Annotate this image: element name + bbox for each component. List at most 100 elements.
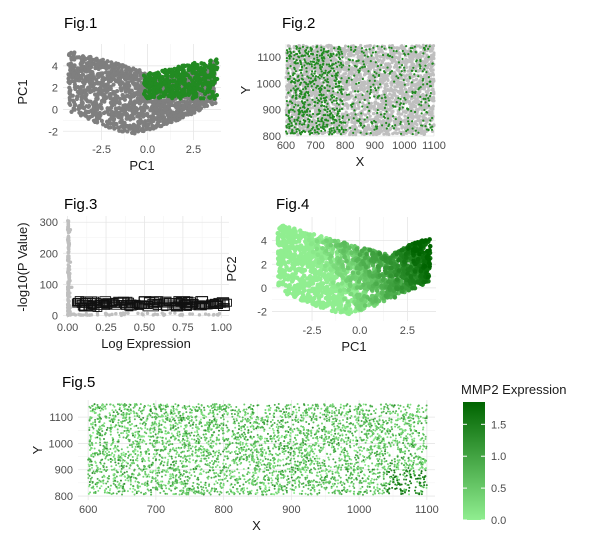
data-point xyxy=(424,79,428,83)
data-point xyxy=(128,115,134,120)
data-point xyxy=(320,70,323,73)
data-point xyxy=(345,60,349,65)
data-point xyxy=(413,110,417,114)
data-point xyxy=(100,77,105,82)
data-point xyxy=(356,56,361,60)
data-point xyxy=(413,121,417,126)
data-point xyxy=(326,78,329,81)
data-point xyxy=(373,76,376,79)
data-point xyxy=(332,126,335,130)
data-point xyxy=(99,106,104,111)
data-point xyxy=(422,87,426,91)
data-point xyxy=(427,104,431,107)
data-point xyxy=(98,61,104,66)
data-point xyxy=(356,112,361,117)
data-point xyxy=(313,57,316,60)
data-point xyxy=(366,116,369,119)
data-point xyxy=(400,126,404,130)
data-point xyxy=(359,67,362,70)
data-point xyxy=(367,102,371,105)
data-point xyxy=(326,102,329,105)
data-point xyxy=(341,92,344,96)
data-point xyxy=(410,84,415,88)
data-point xyxy=(308,120,311,123)
data-point xyxy=(361,126,364,129)
data-point xyxy=(286,67,289,70)
data-point xyxy=(346,83,350,87)
data-point xyxy=(117,82,123,87)
data-point xyxy=(153,106,158,111)
data-point xyxy=(389,118,393,122)
data-point xyxy=(345,120,350,124)
data-point xyxy=(296,64,301,68)
data-point xyxy=(288,93,292,98)
data-point xyxy=(208,59,213,64)
data-point xyxy=(202,76,207,81)
data-point xyxy=(204,103,210,108)
data-point xyxy=(130,108,136,113)
data-point xyxy=(405,129,408,133)
data-point xyxy=(369,101,373,105)
data-point xyxy=(202,63,207,69)
data-point xyxy=(382,58,386,62)
data-point xyxy=(344,56,348,60)
data-point xyxy=(309,82,312,85)
data-point xyxy=(316,101,319,105)
data-point xyxy=(67,73,72,78)
data-point xyxy=(324,56,329,60)
data-point xyxy=(362,60,365,63)
data-point xyxy=(315,103,320,107)
data-point xyxy=(181,76,186,81)
data-point xyxy=(413,53,418,57)
data-point xyxy=(299,61,302,64)
data-point xyxy=(350,78,353,81)
data-point xyxy=(423,108,426,112)
data-point xyxy=(141,123,147,128)
data-point xyxy=(78,61,84,66)
data-point xyxy=(156,85,161,90)
data-point xyxy=(393,80,396,83)
data-point xyxy=(300,126,304,130)
data-point xyxy=(132,92,137,97)
data-point xyxy=(398,117,402,121)
data-point xyxy=(91,88,96,93)
y-tick-label: 0 xyxy=(52,104,58,116)
data-point xyxy=(120,74,125,79)
data-point xyxy=(357,93,361,97)
figure-title: Fig.1 xyxy=(64,15,97,32)
data-point xyxy=(347,115,351,119)
y-axis-title: Y xyxy=(238,85,253,94)
data-point xyxy=(405,131,409,135)
data-point xyxy=(289,50,292,53)
data-point xyxy=(98,71,104,76)
data-point xyxy=(376,102,380,106)
data-point xyxy=(301,88,305,91)
data-point xyxy=(315,97,318,100)
data-point xyxy=(368,96,372,99)
data-point xyxy=(187,86,192,91)
data-point xyxy=(164,73,169,78)
data-point xyxy=(345,93,349,96)
data-point xyxy=(383,112,386,116)
data-point xyxy=(67,97,73,102)
data-point xyxy=(337,68,341,72)
data-point xyxy=(318,54,322,57)
data-point xyxy=(327,54,330,57)
data-point xyxy=(384,84,388,88)
data-point xyxy=(374,87,377,90)
data-point xyxy=(340,66,343,69)
data-point xyxy=(385,127,388,130)
x-tick-label: 700 xyxy=(306,140,324,152)
data-point xyxy=(351,60,355,65)
data-point xyxy=(314,62,318,65)
data-point xyxy=(118,86,123,91)
data-point xyxy=(139,107,144,112)
data-point xyxy=(411,114,415,119)
data-point xyxy=(366,55,369,58)
data-point xyxy=(410,50,413,53)
data-point xyxy=(307,118,310,121)
data-point xyxy=(159,75,164,80)
y-tick-label: 4 xyxy=(52,61,58,73)
data-point xyxy=(75,55,80,60)
data-point xyxy=(382,132,386,136)
